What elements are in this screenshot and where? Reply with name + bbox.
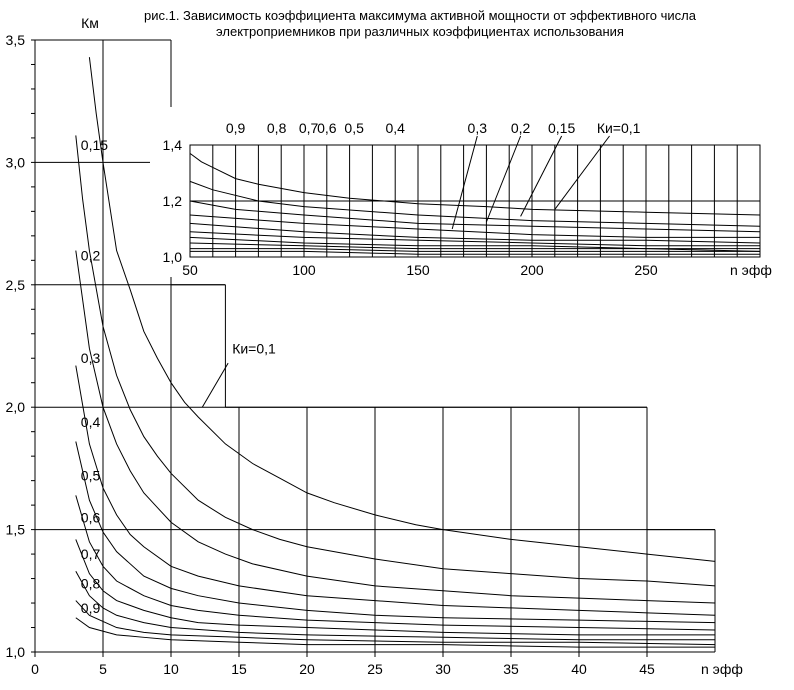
svg-text:50: 50: [182, 262, 198, 278]
svg-text:электроприемников при различны: электроприемников при различных коэффици…: [216, 24, 624, 39]
svg-text:5: 5: [99, 661, 107, 677]
svg-text:0: 0: [31, 661, 39, 677]
svg-text:30: 30: [435, 661, 451, 677]
svg-text:0,15: 0,15: [81, 137, 108, 153]
svg-text:0,15: 0,15: [548, 120, 575, 136]
svg-text:0,9: 0,9: [81, 600, 101, 616]
svg-text:0,8: 0,8: [267, 120, 287, 136]
svg-text:1,0: 1,0: [6, 644, 26, 660]
svg-text:200: 200: [520, 262, 544, 278]
svg-text:1,2: 1,2: [163, 193, 183, 209]
svg-text:15: 15: [231, 661, 247, 677]
svg-text:n эфф: n эфф: [730, 262, 772, 278]
svg-text:2,5: 2,5: [6, 277, 26, 293]
svg-text:100: 100: [292, 262, 316, 278]
svg-text:25: 25: [367, 661, 383, 677]
svg-text:1,0: 1,0: [163, 249, 183, 265]
svg-text:3,0: 3,0: [6, 154, 26, 170]
svg-text:0,2: 0,2: [81, 247, 101, 263]
svg-text:рис.1. Зависимость коэффициент: рис.1. Зависимость коэффициента максимум…: [144, 8, 697, 23]
svg-text:0,9: 0,9: [226, 120, 246, 136]
svg-text:250: 250: [634, 262, 658, 278]
svg-text:Км: Км: [81, 15, 99, 31]
svg-text:0,3: 0,3: [468, 120, 488, 136]
svg-text:20: 20: [299, 661, 315, 677]
svg-text:0,5: 0,5: [344, 120, 364, 136]
svg-text:0,4: 0,4: [81, 414, 101, 430]
svg-text:0,6: 0,6: [81, 509, 101, 525]
svg-text:40: 40: [571, 661, 587, 677]
svg-text:2,0: 2,0: [6, 399, 26, 415]
svg-text:0,7: 0,7: [299, 120, 319, 136]
svg-text:0,3: 0,3: [81, 350, 101, 366]
svg-text:0,7: 0,7: [81, 546, 101, 562]
svg-text:45: 45: [639, 661, 655, 677]
svg-text:n эфф: n эфф: [701, 661, 743, 677]
svg-text:0,2: 0,2: [511, 120, 531, 136]
svg-text:10: 10: [163, 661, 179, 677]
svg-text:1,5: 1,5: [6, 522, 26, 538]
svg-text:3,5: 3,5: [6, 32, 26, 48]
svg-text:0,8: 0,8: [81, 575, 101, 591]
svg-text:0,5: 0,5: [81, 468, 101, 484]
svg-text:0,6: 0,6: [317, 120, 337, 136]
svg-text:Ки=0,1: Ки=0,1: [597, 120, 641, 136]
svg-text:0,4: 0,4: [385, 120, 405, 136]
svg-text:150: 150: [406, 262, 430, 278]
svg-text:35: 35: [503, 661, 519, 677]
svg-text:Ки=0,1: Ки=0,1: [232, 340, 276, 356]
svg-text:1,4: 1,4: [163, 137, 183, 153]
